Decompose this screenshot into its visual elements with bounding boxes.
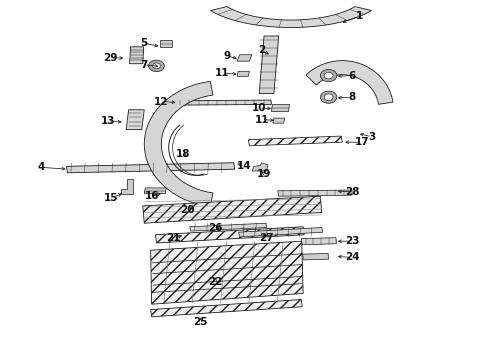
Polygon shape xyxy=(210,6,371,27)
Polygon shape xyxy=(272,118,284,123)
Polygon shape xyxy=(144,81,212,207)
Polygon shape xyxy=(176,100,271,105)
Polygon shape xyxy=(160,40,172,47)
Text: 23: 23 xyxy=(344,236,359,246)
Polygon shape xyxy=(252,163,267,171)
Text: 5: 5 xyxy=(141,38,147,48)
Text: 11: 11 xyxy=(215,68,229,78)
Text: 20: 20 xyxy=(180,204,194,215)
Text: 29: 29 xyxy=(102,53,117,63)
Polygon shape xyxy=(238,228,322,237)
Text: 3: 3 xyxy=(367,132,374,142)
Circle shape xyxy=(320,69,336,82)
Text: 8: 8 xyxy=(348,92,355,102)
Text: 15: 15 xyxy=(104,193,119,203)
Polygon shape xyxy=(150,241,303,304)
Text: 11: 11 xyxy=(254,114,268,125)
Polygon shape xyxy=(305,61,392,104)
Text: 2: 2 xyxy=(258,45,264,55)
Text: 18: 18 xyxy=(176,149,190,159)
Text: 21: 21 xyxy=(166,233,181,243)
Polygon shape xyxy=(259,36,278,94)
Text: 14: 14 xyxy=(237,161,251,171)
Text: 1: 1 xyxy=(355,11,362,21)
Polygon shape xyxy=(237,55,251,61)
Text: 25: 25 xyxy=(193,317,207,327)
Circle shape xyxy=(324,72,332,79)
Text: 9: 9 xyxy=(224,51,230,61)
Circle shape xyxy=(324,94,332,100)
Text: 19: 19 xyxy=(256,168,271,179)
Polygon shape xyxy=(144,188,166,194)
Text: 7: 7 xyxy=(140,60,148,70)
Polygon shape xyxy=(271,104,289,112)
Polygon shape xyxy=(237,71,249,76)
Polygon shape xyxy=(302,253,328,260)
Circle shape xyxy=(320,91,336,103)
Polygon shape xyxy=(301,238,336,245)
Polygon shape xyxy=(121,179,133,194)
Polygon shape xyxy=(150,300,302,317)
Circle shape xyxy=(152,63,160,69)
Text: 6: 6 xyxy=(348,71,355,81)
Polygon shape xyxy=(129,47,143,64)
Text: 27: 27 xyxy=(259,233,273,243)
Text: 12: 12 xyxy=(154,96,168,107)
Polygon shape xyxy=(155,227,304,243)
Circle shape xyxy=(148,60,164,72)
Text: 4: 4 xyxy=(38,162,45,172)
Polygon shape xyxy=(126,110,144,130)
Text: 17: 17 xyxy=(354,137,368,147)
Text: 28: 28 xyxy=(344,186,359,197)
Text: 26: 26 xyxy=(207,222,222,233)
Polygon shape xyxy=(248,136,342,146)
Polygon shape xyxy=(189,223,266,231)
Polygon shape xyxy=(66,163,234,173)
Text: 24: 24 xyxy=(344,252,359,262)
Text: 13: 13 xyxy=(100,116,115,126)
Text: 10: 10 xyxy=(251,103,266,113)
Polygon shape xyxy=(142,196,321,223)
Polygon shape xyxy=(277,190,351,196)
Text: 22: 22 xyxy=(207,276,222,287)
Text: 16: 16 xyxy=(144,191,159,201)
